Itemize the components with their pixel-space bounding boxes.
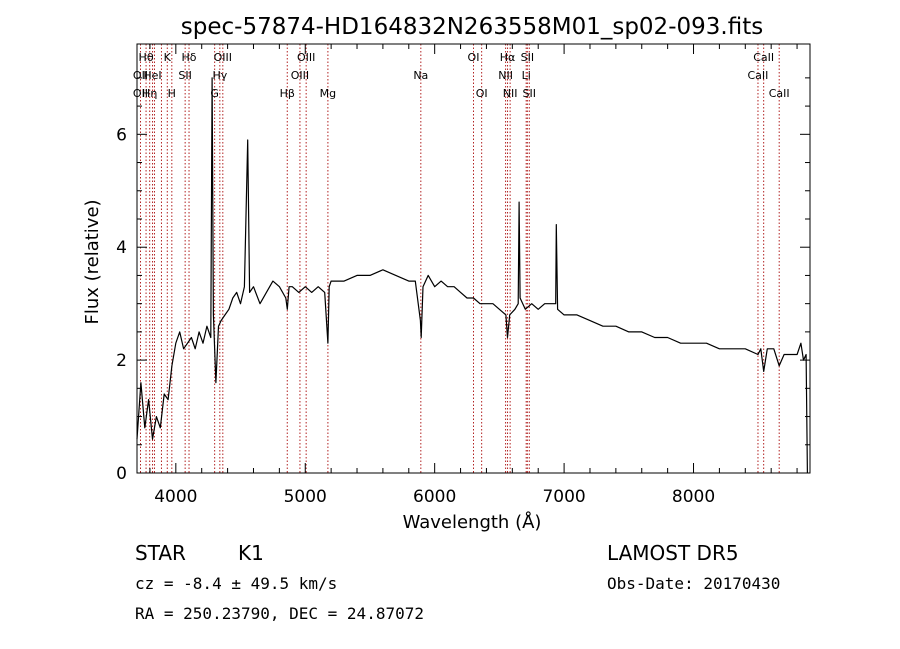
line-marker-label: CaII <box>769 87 790 100</box>
line-marker-label: SII <box>521 51 534 64</box>
line-marker-label: SII <box>178 69 191 82</box>
line-marker-label: Hθ <box>139 51 154 64</box>
line-marker-label: Hη <box>142 87 157 100</box>
chart-title: spec-57874-HD164832N263558M01_sp02-093.f… <box>181 14 763 40</box>
line-marker-label: CaII <box>748 69 769 82</box>
line-marker-label: NII <box>503 87 518 100</box>
line-marker-label: SII <box>523 87 536 100</box>
line-marker-label: Hα <box>500 51 516 64</box>
survey-name: LAMOST DR5 <box>607 541 739 565</box>
coordinates: RA = 250.23790, DEC = 24.87072 <box>135 604 424 623</box>
obs-date: Obs-Date: 20170430 <box>607 574 781 593</box>
x-tick-label: 8000 <box>672 487 715 507</box>
line-marker-label: G <box>210 87 219 100</box>
x-tick-label: 6000 <box>413 487 456 507</box>
line-markers <box>139 44 780 473</box>
line-marker-label: OI <box>468 51 480 64</box>
line-marker-label: OIII <box>214 51 232 64</box>
line-marker-label: Na <box>413 69 428 82</box>
y-tick-label: 0 <box>116 464 127 484</box>
x-tick-label: 5000 <box>284 487 327 507</box>
line-marker-label: OIII <box>291 69 309 82</box>
spectrum-line <box>136 77 808 474</box>
x-axis: 4000 5000 6000 7000 8000 <box>149 44 798 507</box>
object-subclass: K1 <box>238 541 264 565</box>
y-tick-label: 6 <box>116 125 127 145</box>
line-marker-label: K <box>164 51 172 64</box>
y-axis: 0 2 4 6 <box>116 77 810 484</box>
y-tick-label: 2 <box>116 351 127 371</box>
x-axis-label: Wavelength (Å) <box>403 511 542 533</box>
x-tick-label: 4000 <box>154 487 197 507</box>
line-marker-label: Hγ <box>212 69 227 82</box>
line-marker-label: Hβ <box>280 87 295 100</box>
plot-frame <box>136 43 811 474</box>
x-tick-label: 7000 <box>542 487 585 507</box>
object-class: STAR <box>135 541 186 565</box>
line-marker-label: OI <box>476 87 488 100</box>
line-marker-label: Li <box>522 69 531 82</box>
y-axis-label: Flux (relative) <box>82 199 103 324</box>
line-marker-labels: OIIOIIHθHηHeIKHSIIHδGHγOIIIHβOIIIOIIIMgN… <box>133 51 790 100</box>
y-tick-label: 4 <box>116 238 127 258</box>
line-marker-label: CaII <box>753 51 774 64</box>
line-marker-label: HeI <box>143 69 161 82</box>
line-marker-label: Hδ <box>182 51 197 64</box>
line-marker-label: Mg <box>320 87 336 100</box>
redshift-readout: cz = -8.4 ± 49.5 km/s <box>135 574 338 593</box>
line-marker-label: NII <box>498 69 513 82</box>
line-marker-label: H <box>168 87 176 100</box>
line-marker-label: OIII <box>297 51 315 64</box>
